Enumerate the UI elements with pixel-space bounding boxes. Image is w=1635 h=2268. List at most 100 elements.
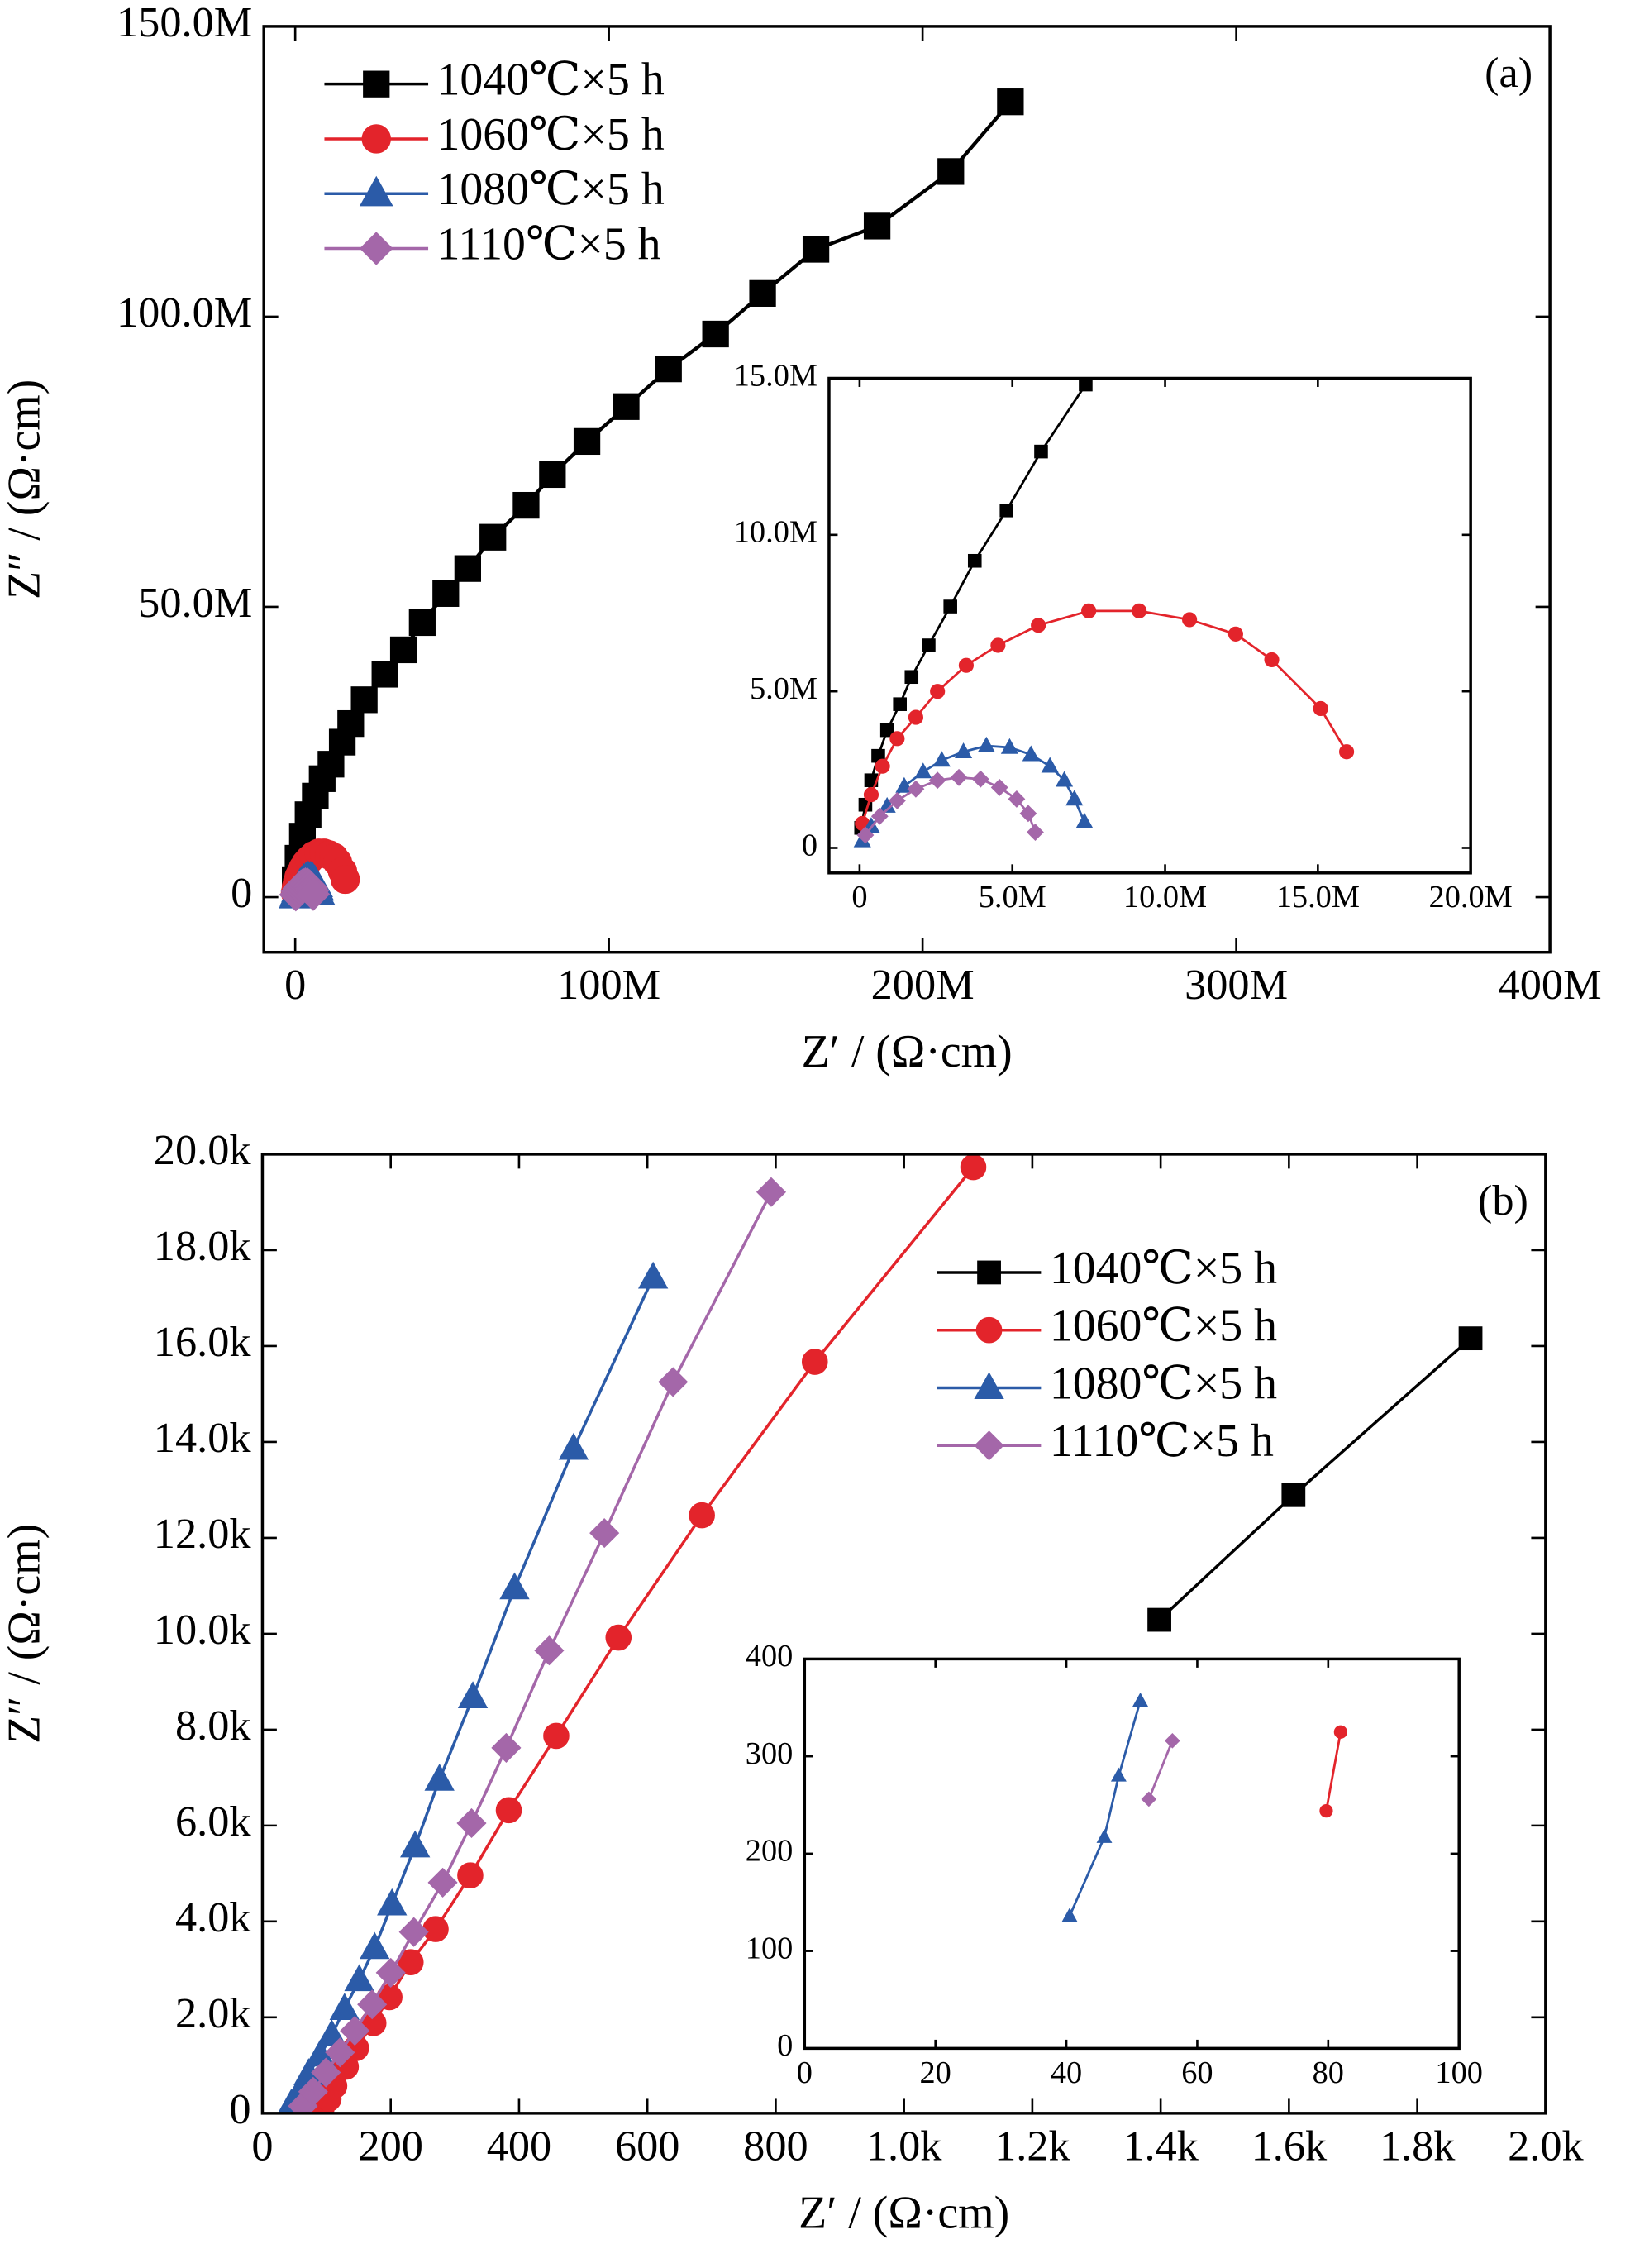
marker [1019,805,1037,823]
y-tick-label: 150.0M [117,0,252,46]
series-line [1068,1700,1142,1917]
marker [371,661,398,688]
marker [573,427,601,456]
marker [400,1830,431,1858]
marker [1147,1607,1171,1632]
marker [856,826,875,844]
marker [904,670,919,685]
marker [950,768,968,786]
marker [360,1931,390,1960]
legend-marker [359,175,393,207]
y-axis-label: Z″ / (Ω·cm) [0,380,50,599]
marker [337,709,365,738]
marker [534,1635,565,1666]
marker [990,637,1006,653]
series-line [1147,1740,1174,1800]
y-tick-label: 0 [777,2028,793,2063]
marker [350,686,378,714]
y-tick-label: 400 [746,1639,794,1674]
marker [958,657,974,673]
marker [802,236,830,263]
legend-marker [360,232,393,265]
marker [702,320,729,348]
marker [432,580,460,607]
marker [298,2076,328,2107]
marker [1034,444,1048,459]
marker [1141,1791,1157,1807]
marker [967,553,982,568]
marker [990,778,1008,796]
marker [499,1572,530,1600]
marker [340,2016,370,2046]
y-tick-label: 50.0M [138,579,252,627]
marker [1319,1803,1333,1818]
y-axis-label: Z″ / (Ω·cm) [0,1524,50,1744]
marker [914,762,932,779]
legend-marker [977,1260,1001,1285]
marker [613,393,640,420]
marker [427,1867,458,1898]
marker [937,158,965,185]
marker [1182,612,1198,628]
y-tick-label: 14.0k [154,1414,252,1462]
plot-area [804,1659,1460,2049]
legend-marker [975,1316,1003,1344]
marker [930,684,946,699]
x-tick-label: 100 [1435,2056,1483,2090]
marker [756,1177,787,1207]
marker [1008,790,1026,808]
marker [928,771,946,790]
marker [1165,1732,1180,1749]
x-tick-label: 1.8k [1380,2122,1456,2170]
x-tick-label: 5.0M [979,880,1046,914]
series-line [860,609,1348,824]
legend-label: 1080℃×5 h [1050,1358,1277,1409]
marker [1065,790,1084,806]
x-tick-label: 800 [743,2122,808,2170]
x-tick-label: 0 [284,961,306,1009]
marker [1333,1725,1347,1739]
marker [495,1797,522,1824]
marker [908,709,923,725]
marker [491,1732,522,1763]
y-tick-label: 12.0k [154,1510,252,1558]
marker [398,1917,429,1947]
marker [1458,1326,1483,1351]
marker [1075,812,1094,828]
marker [1313,700,1328,717]
data-layer [1061,1692,1347,1922]
x-tick-label: 0 [851,880,867,914]
x-tick-label: 300M [1185,961,1288,1009]
marker [655,355,682,383]
marker [457,1862,484,1888]
marker [888,791,906,809]
marker [999,504,1013,518]
y-tick-label: 16.0k [154,1318,252,1366]
marker [1132,603,1147,618]
y-tick-label: 4.0k [175,1893,251,1941]
marker [408,609,436,637]
marker [971,770,989,788]
x-tick-label: 1.4k [1123,2122,1199,2170]
marker [377,1888,408,1916]
marker [889,731,905,747]
marker [907,780,925,798]
marker [325,2037,355,2068]
x-tick-label: 20 [920,2056,951,2090]
marker [311,2057,341,2088]
chart: 0 20 40 60 80 100 0 100 200 300 400 [746,1639,1483,2090]
legend-marker [974,1430,1004,1461]
marker [389,636,417,664]
marker [749,279,776,307]
marker [1281,1483,1306,1507]
y-tick-label: 15.0M [734,358,818,393]
marker [1132,1692,1149,1707]
legend-label: 1110℃×5 h [1050,1416,1274,1467]
x-tick-label: 600 [615,2122,679,2170]
x-tick-label: 2.0k [1508,2122,1584,2170]
marker [922,638,936,652]
marker [1079,378,1093,392]
y-tick-label: 5.0M [750,671,818,706]
